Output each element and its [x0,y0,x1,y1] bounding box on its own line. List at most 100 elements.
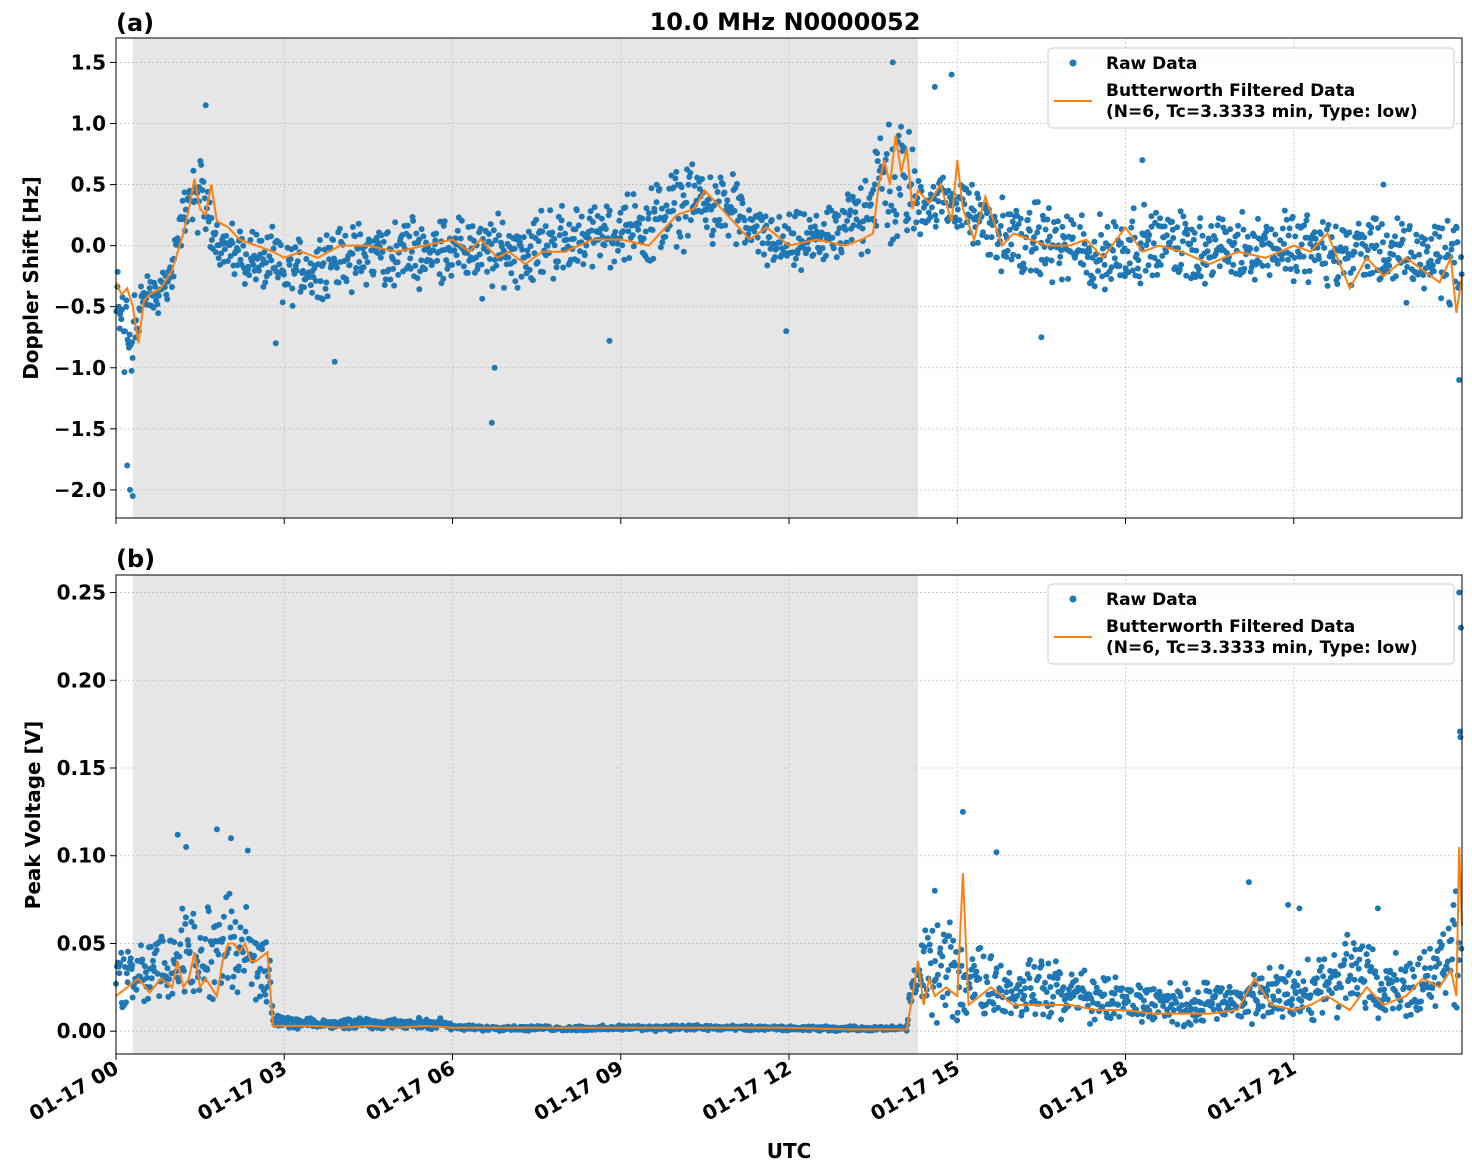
panel-a-raw-point [953,200,960,207]
panel-a-y-tick-label: 0.5 [71,173,106,197]
panel-a-raw-point [454,227,461,234]
panel-b-raw-point [933,1019,940,1026]
panel-a-raw-point [1108,264,1115,271]
panel-a-raw-point [653,199,660,206]
panel-a-raw-point [1091,238,1098,245]
panel-a-raw-point [374,250,381,256]
panel-b-raw-point [934,971,941,978]
panel-b-raw-point [1351,976,1358,983]
panel-a-raw-point [407,265,414,272]
panel-b-raw-point [1178,1002,1185,1009]
panel-a-raw-point [615,247,621,254]
panel-b-raw-point [1182,980,1189,987]
panel-a-raw-point [1169,226,1176,233]
panel-a-raw-point [352,270,359,277]
panel-b-raw-point [943,974,950,981]
panel-a-raw-point [1231,239,1238,246]
panel-b-raw-point [123,970,130,977]
panel-b-raw-point [1418,998,1424,1005]
panel-b-raw-point [1035,973,1042,980]
panel-a-raw-point [270,245,277,252]
panel-a-raw-point [1436,254,1443,261]
panel-a-raw-point [1197,273,1204,280]
panel-a-raw-point [1241,265,1248,272]
panel-a-raw-point [551,242,558,249]
panel-a-raw-point [268,257,275,264]
panel-b-raw-point [1043,989,1050,995]
panel-b-raw-point [1105,975,1112,982]
panel-a-raw-point [1406,223,1413,229]
panel-a-raw-point [333,264,340,271]
panel-a-raw-point [525,228,532,235]
panel-b-raw-point [1407,1011,1414,1018]
panel-a-raw-point [558,217,565,224]
panel-a-y-tick-label: −1.5 [54,417,106,441]
panel-b-raw-point [1008,988,1015,995]
panel-a-raw-point [1375,224,1382,231]
panel-a-raw-outlier [124,462,131,469]
panel-a-raw-point [838,249,845,256]
panel-b-raw-point [144,974,150,981]
panel-a-raw-point [246,272,253,279]
panel-a-raw-point [1282,265,1289,272]
panel-a-raw-point [241,281,248,287]
panel-a-raw-point [1167,239,1173,246]
panel-b-raw-point [1226,983,1233,990]
panel-a-raw-point [1291,254,1298,261]
panel-a-raw-point [235,247,242,254]
panel-b-raw-point [1290,1011,1297,1018]
panel-b-raw-point [1254,998,1260,1005]
panel-a-raw-point [433,230,440,237]
panel-a-raw-point [751,228,758,235]
panel-b-raw-point [929,1012,935,1019]
panel-a-raw-point [451,247,458,254]
panel-a-raw-point [320,260,327,267]
panel-b-raw-point [1294,982,1301,989]
panel-b-y-ticks: 0.25 0.20 0.15 0.10 0.05 0.00 [57,581,116,1043]
panel-a-raw-point [709,241,716,247]
panel-a-raw-point [1411,253,1418,260]
panel-b-raw-point [209,996,216,1003]
panel-b-raw-point [1331,952,1338,958]
panel-b-raw-point [1027,957,1033,963]
panel-a-raw-point [612,228,619,235]
panel-a-raw-point [725,232,732,239]
panel-a-raw-outlier [202,102,209,109]
panel-a-raw-point [247,237,254,243]
panel-b-raw-point [171,939,178,946]
panel-b-raw-point [1350,940,1357,947]
panel-b-raw-point [1327,974,1334,981]
panel-b-raw-point [1335,971,1342,978]
panel-b-raw-point [1060,984,1067,991]
panel-b-raw-point [954,1009,961,1016]
panel-a-raw-point [621,256,628,263]
panel-b-legend: Raw Data Butterworth Filtered Data (N=6,… [1047,583,1455,665]
panel-a-raw-point [862,177,869,184]
panel-a-raw-point [1442,244,1449,251]
panel-a-raw-point [850,222,857,229]
panel-a-raw-point [227,253,234,260]
panel-a-raw-point [855,198,862,205]
panel-b-raw-point [1209,1000,1216,1007]
panel-a-raw-outlier [889,59,896,66]
panel-a-raw-point [346,262,353,268]
x-tick-label: 01-17 06 [361,1056,459,1126]
panel-b-raw-point [1341,957,1348,963]
panel-b-raw-point [1279,1014,1286,1020]
panel-a-raw-point [1020,260,1027,267]
panel-a-raw-point [891,174,898,181]
panel-b-raw-point [1382,1007,1389,1014]
panel-b-raw-point [1438,942,1445,949]
panel-a-raw-point [289,302,296,309]
panel-a-raw-point [118,306,125,313]
panel-a-raw-point [1058,276,1065,283]
panel-b-raw-point [1401,983,1408,990]
panel-b-raw-point [1342,995,1349,1002]
panel-b-raw-point [1042,979,1048,986]
panel-b-raw-point [196,987,203,993]
panel-a-raw-point [833,254,840,261]
panel-b-raw-point [989,990,996,997]
panel-a-raw-point [1197,215,1204,222]
panel-b-raw-point [1291,978,1298,985]
panel-a-raw-point [1383,232,1390,239]
